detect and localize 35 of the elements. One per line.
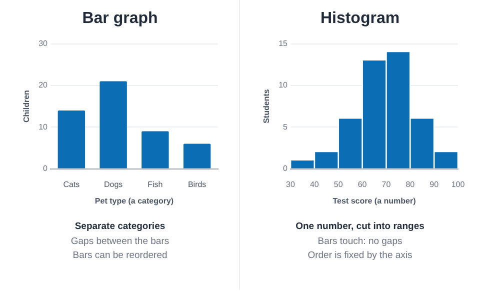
bar <box>58 110 86 168</box>
x-axis-title: Test score (a number) <box>332 196 416 206</box>
x-tick-label: Dogs <box>104 180 123 189</box>
x-tick-label: Fish <box>148 180 163 189</box>
bar <box>183 144 211 168</box>
x-tick-label: 100 <box>451 180 466 189</box>
y-tick-label: 5 <box>283 122 288 132</box>
text: Gaps between the bars <box>70 234 170 248</box>
x-tick-label: 80 <box>406 180 416 189</box>
text: One number, cut into ranges <box>294 220 426 234</box>
text: Bars touch: no gaps <box>316 234 404 248</box>
bar <box>100 81 127 168</box>
x-tick-label: 40 <box>310 180 320 189</box>
y-tick-label: 30 <box>38 39 48 48</box>
text: Order is fixed by the axis <box>306 249 414 263</box>
x-tick-label: Birds <box>188 180 206 189</box>
y-tick-label: 20 <box>38 80 48 90</box>
x-tick-label: 70 <box>382 180 392 189</box>
chart-title: Histogram <box>319 9 401 29</box>
y-axis-title: Students <box>262 88 272 124</box>
x-tick-label: 90 <box>430 180 440 189</box>
text: Bars can be reordered <box>72 249 168 263</box>
y-axis-title: Children <box>22 90 32 123</box>
x-axis-title: Pet type (a category) <box>94 196 174 206</box>
chart-title: Bar graph <box>81 9 159 29</box>
x-tick-label: Cats <box>63 180 80 189</box>
y-tick-label: 10 <box>38 122 48 132</box>
text: Separate categories <box>74 220 166 234</box>
bar <box>142 131 169 168</box>
y-tick-label: 15 <box>278 39 288 48</box>
y-tick-label: 0 <box>283 164 288 174</box>
x-tick-label: 60 <box>358 180 368 189</box>
y-tick-label: 10 <box>278 80 288 90</box>
x-tick-label: 50 <box>334 180 344 189</box>
y-tick-label: 0 <box>43 164 48 174</box>
